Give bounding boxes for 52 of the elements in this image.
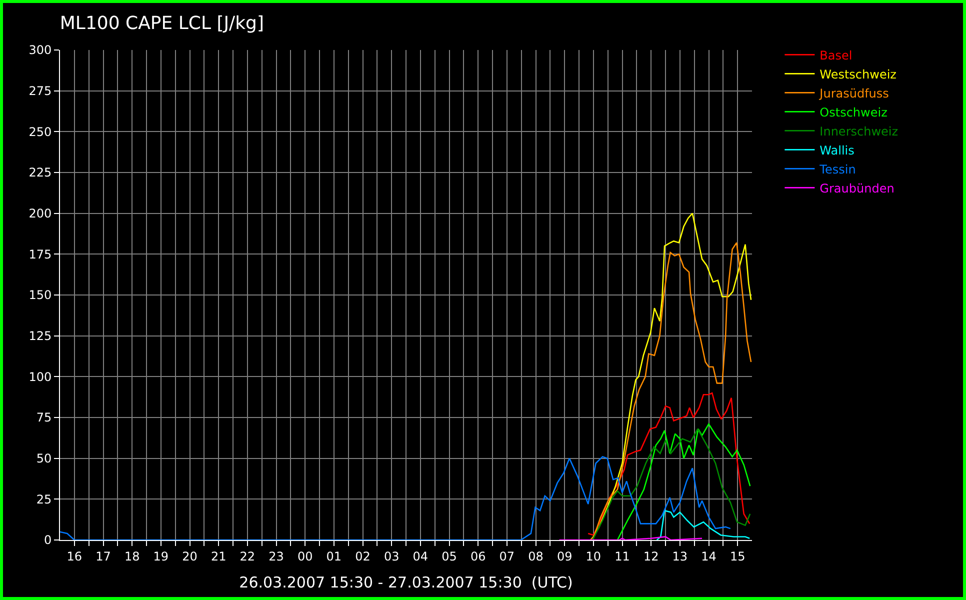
y-tick-label: 125: [28, 329, 52, 344]
chart-title: ML100 CAPE LCL [J/kg]: [60, 13, 264, 34]
x-tick-label: 15: [730, 549, 746, 564]
y-tick-label: 175: [28, 247, 52, 262]
legend-label: Tessin: [818, 162, 856, 176]
y-tick-label: 200: [28, 206, 52, 221]
line-series: [587, 392, 750, 536]
legend-label: Basel: [820, 48, 852, 62]
legend-label: Wallis: [820, 143, 854, 158]
x-tick-label: 16: [66, 549, 82, 564]
y-tick-label: 100: [28, 370, 52, 384]
x-tick-label: 13: [672, 549, 688, 564]
y-tick-label: 150: [28, 288, 52, 302]
x-tick-label: 14: [701, 549, 716, 564]
x-tick-label: 22: [240, 549, 256, 564]
x-tick-label: 09: [556, 549, 572, 564]
x-tick-label: 21: [210, 549, 226, 564]
line-series: [616, 423, 751, 540]
legend-label: Innerschweiz: [820, 124, 898, 138]
line-series: [656, 510, 750, 540]
y-tick-label: 25: [36, 492, 52, 506]
y-tick-label: 250: [28, 124, 52, 139]
y-tick-label: 300: [28, 43, 52, 58]
y-tick-label: 225: [28, 166, 52, 180]
x-tick-label: 05: [442, 549, 457, 564]
x-tick-label: 23: [268, 549, 284, 564]
x-tick-label: 06: [470, 549, 486, 564]
legend-label: Jurasüdfuss: [818, 86, 889, 100]
legend-label: Westschweiz: [820, 67, 896, 82]
x-tick-label: 18: [124, 549, 140, 564]
x-tick-label: 00: [297, 549, 313, 564]
x-tick-label: 19: [153, 549, 169, 564]
x-tick-label: 02: [355, 549, 370, 564]
x-tick-label: 01: [326, 549, 342, 564]
x-tick-label: 04: [412, 549, 428, 564]
legend-label: Graubünden: [820, 181, 894, 196]
x-tick-label: 10: [586, 549, 602, 564]
x-tick-label: 07: [499, 549, 515, 564]
legend-label: Ostschweiz: [820, 105, 888, 120]
y-tick-label: 50: [36, 452, 52, 466]
y-tick-label: 0: [44, 533, 52, 548]
x-tick-label: 03: [384, 549, 400, 564]
y-tick-label: 75: [36, 410, 52, 425]
x-tick-label: 08: [528, 549, 544, 564]
x-tick-label: 20: [182, 549, 198, 564]
x-tick-label: 17: [96, 549, 111, 564]
line-series: [591, 428, 751, 540]
line-series: [60, 456, 732, 540]
x-tick-label: 12: [643, 549, 659, 564]
x-tick-label: 11: [614, 549, 630, 564]
x-axis-title: 26.03.2007 15:30 - 27.03.2007 15:30 (UTC): [239, 573, 573, 592]
y-tick-label: 275: [28, 84, 52, 98]
